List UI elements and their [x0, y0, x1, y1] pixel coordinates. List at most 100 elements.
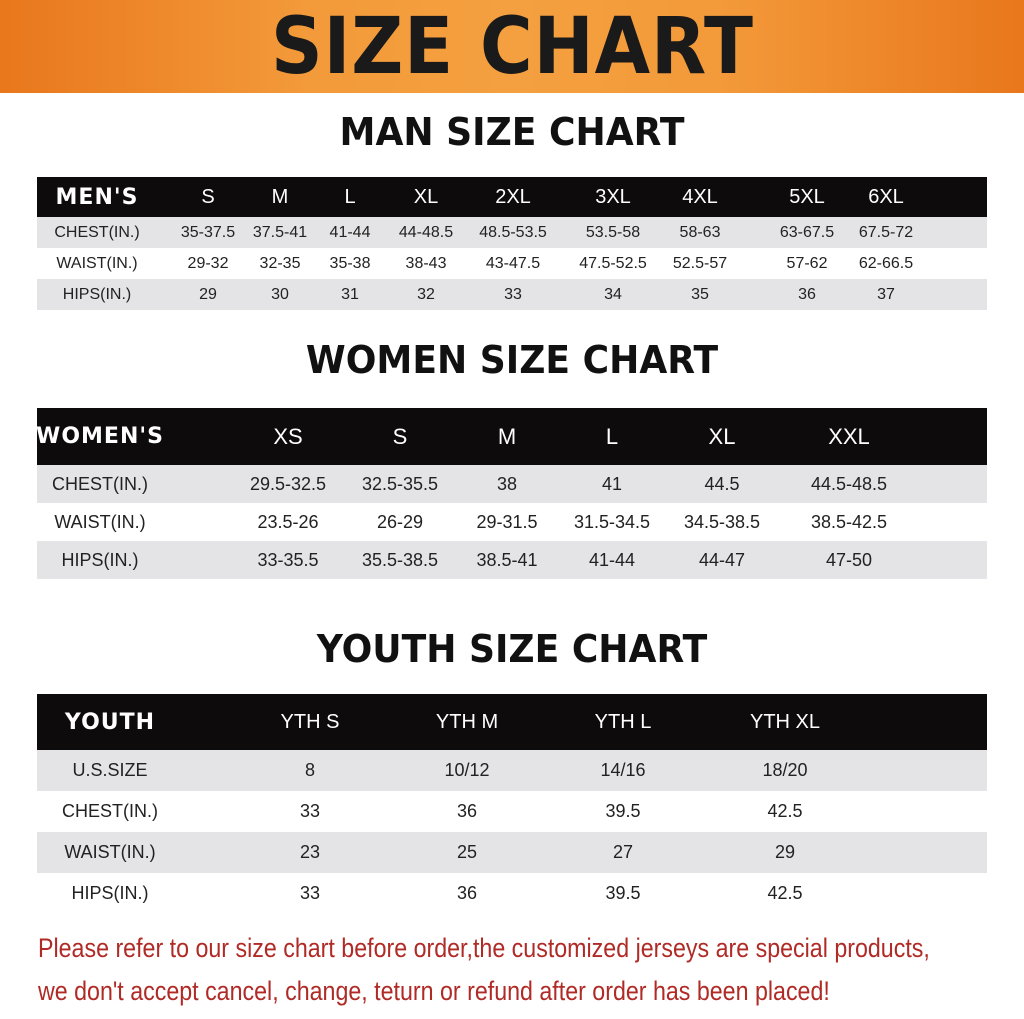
- notice-line-2: we don't accept cancel, change, teturn o…: [38, 976, 830, 1006]
- table-cell: 41: [601, 473, 623, 494]
- table-cell: 10/12: [444, 760, 490, 780]
- table-cell: 23: [299, 842, 321, 862]
- table-row: CHEST(IN.) 35-37.5 37.5-41 41-44 44-48.5 48.5…: [37, 217, 987, 248]
- table-cell: 8: [304, 760, 316, 780]
- table-cell: 33-35.5: [257, 549, 319, 570]
- row-label: CHEST(IN.): [52, 473, 148, 494]
- men-size-table: MEN'S S M L XL 2XL 3XL 4XL 5XL 6XL CHEST(IN.) 35-37…: [37, 177, 987, 310]
- size-header: L: [605, 423, 619, 449]
- table-cell: 38-43: [405, 254, 447, 272]
- table-cell: 32-35: [259, 254, 301, 272]
- table-cell: 35.5-38.5: [361, 549, 439, 570]
- table-cell: 29-31.5: [476, 511, 538, 532]
- row-label: HIPS(IN.): [61, 549, 139, 570]
- table-cell: 31.5-34.5: [573, 511, 651, 532]
- table-cell: 33: [299, 883, 321, 903]
- table-cell: 41-44: [329, 223, 371, 241]
- table-row: CHEST(IN.) 29.5-32.5 32.5-35.5 38 41 44.5 44.5…: [37, 465, 987, 503]
- table-cell: 43-47.5: [485, 254, 541, 272]
- row-label: HIPS(IN.): [62, 285, 132, 303]
- row-label: WAIST(IN.): [56, 254, 138, 272]
- table-row: HIPS(IN.) 33-35.5 35.5-38.5 38.5-41 41-44 44-…: [37, 541, 987, 579]
- table-cell: 34: [604, 285, 622, 303]
- table-cell: 26-29: [376, 511, 424, 532]
- row-label: HIPS(IN.): [71, 883, 149, 903]
- table-cell: 39.5: [605, 883, 641, 903]
- banner: SIZE CHART: [0, 0, 1024, 93]
- row-label: WAIST(IN.): [64, 842, 156, 862]
- table-cell: 52.5-57: [672, 254, 728, 272]
- table-title: WOMEN'S: [36, 424, 164, 449]
- table-row: WAIST(IN.) 29-32 32-35 35-38 38-43 43-47.5 47.…: [37, 248, 987, 279]
- size-header: S: [392, 423, 408, 449]
- table-cell: 32.5-35.5: [361, 473, 439, 494]
- size-header: XXL: [828, 423, 870, 449]
- table-cell: 23.5-26: [257, 511, 319, 532]
- table-cell: 48.5-53.5: [479, 223, 547, 241]
- size-header: S: [201, 185, 215, 208]
- table-cell: 33: [299, 801, 321, 821]
- table-row: WAIST(IN.) 23.5-26 26-29 29-31.5 31.5-34.5 34…: [37, 503, 987, 541]
- table-cell: 35-37.5: [180, 223, 236, 241]
- table-cell: 44.5: [704, 473, 740, 494]
- women-size-table: WOMEN'S XS S M L XL XXL CHEST(IN.) 29.5-32.5 32.5…: [36, 408, 987, 579]
- row-label: WAIST(IN.): [54, 511, 146, 532]
- table-cell: 29: [199, 285, 217, 303]
- table-cell: 37.5-41: [252, 223, 308, 241]
- size-header: YTH L: [594, 710, 652, 733]
- table-cell: 29: [774, 842, 796, 862]
- table-cell: 35-38: [329, 254, 371, 272]
- table-title: MEN'S: [55, 184, 139, 210]
- table-cell: 42.5: [767, 801, 803, 821]
- table-cell: 47.5-52.5: [579, 254, 647, 272]
- table-cell: 67.5-72: [858, 223, 914, 241]
- table-cell: 38.5-41: [476, 549, 538, 570]
- size-header: 6XL: [868, 185, 904, 208]
- table-cell: 47-50: [825, 549, 873, 570]
- table-cell: 41-44: [588, 549, 636, 570]
- table-cell: 29.5-32.5: [249, 473, 327, 494]
- table-cell: 36: [456, 801, 478, 821]
- size-header: 5XL: [789, 185, 825, 208]
- table-cell: 63-67.5: [779, 223, 835, 241]
- size-header: YTH S: [280, 710, 340, 733]
- size-header: XS: [273, 423, 303, 449]
- size-header: L: [344, 185, 356, 208]
- row-label: CHEST(IN.): [54, 223, 140, 241]
- table-cell: 53.5-58: [585, 223, 641, 241]
- table-title: YOUTH: [64, 709, 156, 735]
- women-title: WOMEN SIZE CHART: [305, 338, 719, 382]
- size-header: M: [271, 185, 289, 208]
- table-row: HIPS(IN.) 33 36 39.5 42.5: [37, 873, 987, 914]
- table-cell: 36: [798, 285, 816, 303]
- table-row: HIPS(IN.) 29 30 31 32 33 34 35 36 37: [37, 279, 987, 310]
- size-header: YTH M: [435, 710, 499, 733]
- table-cell: 39.5: [605, 801, 641, 821]
- table-cell: 44.5-48.5: [810, 473, 888, 494]
- table-row: CHEST(IN.) 33 36 39.5 42.5: [37, 791, 987, 832]
- table-cell: 37: [877, 285, 895, 303]
- notice-line-1: Please refer to our size chart before or…: [38, 933, 930, 963]
- table-cell: 34.5-38.5: [683, 511, 761, 532]
- table-cell: 31: [341, 285, 359, 303]
- youth-size-table: YOUTH YTH S YTH M YTH L YTH XL U.S.SIZE 8 10/12…: [37, 694, 987, 914]
- table-cell: 44-47: [698, 549, 746, 570]
- table-cell: 58-63: [679, 223, 721, 241]
- size-header: M: [497, 423, 517, 449]
- table-cell: 25: [456, 842, 478, 862]
- size-header: 2XL: [495, 185, 531, 208]
- banner-title: SIZE CHART: [270, 1, 754, 92]
- table-cell: 57-62: [786, 254, 828, 272]
- table-cell: 30: [271, 285, 289, 303]
- table-cell: 14/16: [600, 760, 646, 780]
- table-cell: 38: [496, 473, 518, 494]
- table-cell: 18/20: [762, 760, 808, 780]
- table-cell: 38.5-42.5: [810, 511, 888, 532]
- table-cell: 44-48.5: [398, 223, 454, 241]
- table-cell: 27: [612, 842, 634, 862]
- table-cell: 35: [691, 285, 709, 303]
- size-header: 4XL: [682, 185, 718, 208]
- table-row: U.S.SIZE 8 10/12 14/16 18/20: [37, 750, 987, 791]
- table-cell: 42.5: [767, 883, 803, 903]
- youth-title: YOUTH SIZE CHART: [316, 627, 708, 671]
